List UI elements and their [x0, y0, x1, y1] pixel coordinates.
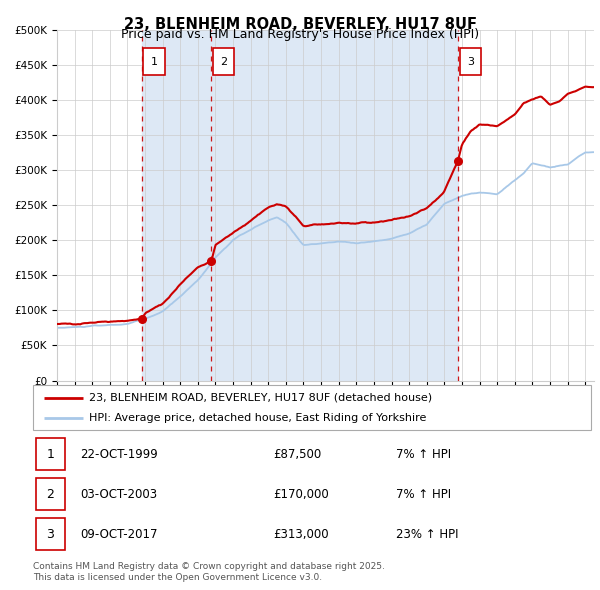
Text: 7% ↑ HPI: 7% ↑ HPI — [396, 487, 451, 501]
Bar — [460, 48, 481, 75]
Text: HPI: Average price, detached house, East Riding of Yorkshire: HPI: Average price, detached house, East… — [89, 414, 426, 424]
Text: 2: 2 — [46, 487, 54, 501]
Text: £87,500: £87,500 — [273, 448, 321, 461]
Text: £313,000: £313,000 — [273, 527, 329, 540]
Bar — [36, 519, 65, 550]
Text: 09-OCT-2017: 09-OCT-2017 — [80, 527, 158, 540]
Text: 3: 3 — [46, 527, 54, 540]
Text: 03-OCT-2003: 03-OCT-2003 — [80, 487, 158, 501]
Text: Contains HM Land Registry data © Crown copyright and database right 2025.
This d: Contains HM Land Registry data © Crown c… — [33, 562, 385, 582]
Text: 22-OCT-1999: 22-OCT-1999 — [80, 448, 158, 461]
Bar — [143, 48, 164, 75]
Text: 23, BLENHEIM ROAD, BEVERLEY, HU17 8UF (detached house): 23, BLENHEIM ROAD, BEVERLEY, HU17 8UF (d… — [89, 393, 432, 402]
Bar — [36, 438, 65, 470]
Text: Price paid vs. HM Land Registry's House Price Index (HPI): Price paid vs. HM Land Registry's House … — [121, 28, 479, 41]
Text: 2: 2 — [220, 57, 227, 67]
Text: 7% ↑ HPI: 7% ↑ HPI — [396, 448, 451, 461]
Bar — [36, 478, 65, 510]
Bar — [213, 48, 234, 75]
Text: 23, BLENHEIM ROAD, BEVERLEY, HU17 8UF: 23, BLENHEIM ROAD, BEVERLEY, HU17 8UF — [124, 17, 476, 31]
Bar — [142, 30, 458, 381]
Text: 1: 1 — [46, 448, 54, 461]
Text: 3: 3 — [467, 57, 474, 67]
Text: 23% ↑ HPI: 23% ↑ HPI — [396, 527, 458, 540]
Text: £170,000: £170,000 — [273, 487, 329, 501]
Text: 1: 1 — [151, 57, 158, 67]
